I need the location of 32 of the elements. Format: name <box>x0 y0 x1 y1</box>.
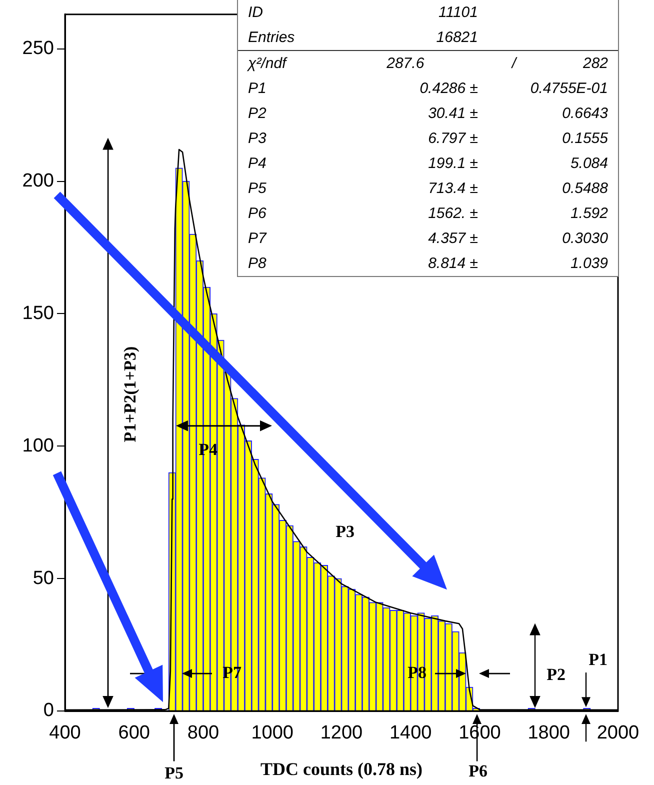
x-tick-label: 1400 <box>389 722 432 744</box>
annotation: P3 <box>336 522 354 541</box>
text: Entries 16821 <box>248 29 478 46</box>
annotation: P1+P2(1+P3) <box>120 346 140 442</box>
text: P6 <box>468 762 488 781</box>
y-tick-label: 0 <box>43 700 54 722</box>
x-tick-label: 1000 <box>251 722 294 744</box>
text: P3 6.797 ± 0.1555 <box>248 130 608 147</box>
y-tick-label: 200 <box>22 170 54 192</box>
x-tick-label: 1800 <box>528 722 570 744</box>
x-tick-label: 400 <box>49 722 81 744</box>
text: P5 713.4 ± 0.5488 <box>248 180 608 197</box>
x-axis-title: TDC counts (0.78 ns) <box>260 758 423 779</box>
text: P1 0.4286 ± 0.4755E-01 <box>248 80 608 97</box>
text: P8 8.814 ± 1.039 <box>248 255 608 272</box>
text: P4 199.1 ± 5.084 <box>248 155 608 172</box>
text: P6 1562. ± 1.592 <box>248 205 608 222</box>
y-tick-label: 100 <box>22 435 54 456</box>
x-tick-label: 800 <box>187 722 220 744</box>
y-tick-label: 150 <box>22 302 54 324</box>
text: P2 30.41 ± 0.6643 <box>248 105 608 122</box>
annotation: P2 <box>546 664 566 684</box>
text: ID 11101 <box>248 4 478 21</box>
y-tick-label: 250 <box>22 38 54 60</box>
y-tick-label: 50 <box>32 568 54 589</box>
annotation: P1 <box>588 650 608 670</box>
text: χ²/ndf 287.6 / 282 <box>248 55 608 72</box>
text: P7 4.357 ± 0.3030 <box>248 230 608 247</box>
x-tick-label: 1200 <box>320 722 363 744</box>
x-tick-label: 2000 <box>596 722 640 744</box>
text: P5 <box>164 764 184 783</box>
x-tick-label: 600 <box>118 722 150 744</box>
